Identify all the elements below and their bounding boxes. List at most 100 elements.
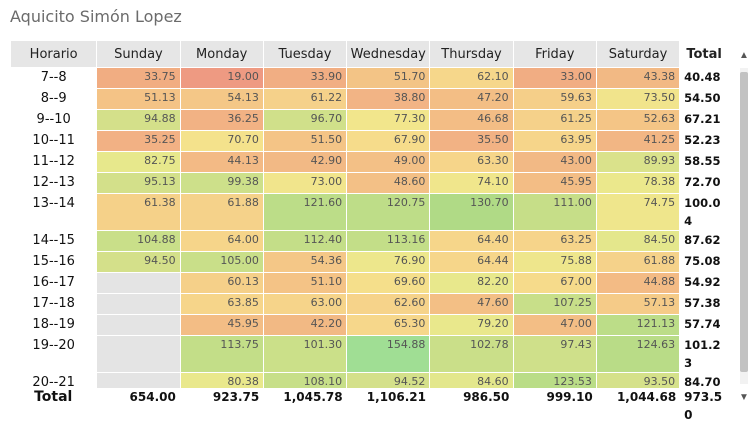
value-cell[interactable]: 82.75 bbox=[96, 151, 181, 173]
value-cell[interactable]: 107.25 bbox=[512, 293, 597, 315]
scroll-thumb[interactable] bbox=[740, 72, 748, 372]
value-cell[interactable]: 89.93 bbox=[595, 151, 681, 173]
column-header-total[interactable]: Total bbox=[679, 40, 729, 68]
value-cell[interactable]: 112.40 bbox=[262, 230, 348, 252]
value-cell[interactable]: 101.30 bbox=[262, 335, 348, 373]
value-cell[interactable]: 73.00 bbox=[262, 172, 348, 194]
value-cell[interactable]: 45.95 bbox=[512, 172, 597, 194]
value-cell[interactable]: 35.50 bbox=[429, 130, 514, 152]
value-cell[interactable]: 54.36 bbox=[262, 251, 348, 273]
value-cell[interactable]: 113.75 bbox=[179, 335, 264, 373]
value-cell[interactable]: 64.00 bbox=[179, 230, 264, 252]
value-cell[interactable]: 61.22 bbox=[262, 88, 348, 110]
column-header-saturday[interactable]: Saturday bbox=[595, 40, 681, 68]
value-cell[interactable]: 97.43 bbox=[512, 335, 597, 373]
value-cell[interactable] bbox=[96, 293, 181, 315]
value-cell[interactable]: 104.88 bbox=[96, 230, 181, 252]
value-cell[interactable]: 38.80 bbox=[346, 88, 431, 110]
value-cell[interactable]: 33.75 bbox=[96, 67, 181, 89]
value-cell[interactable]: 113.16 bbox=[346, 230, 431, 252]
value-cell[interactable]: 74.75 bbox=[595, 193, 681, 231]
value-cell[interactable]: 61.88 bbox=[179, 193, 264, 231]
value-cell[interactable]: 51.50 bbox=[262, 130, 348, 152]
value-cell[interactable]: 80.38 bbox=[179, 372, 264, 388]
value-cell[interactable]: 41.25 bbox=[595, 130, 681, 152]
value-cell[interactable]: 63.85 bbox=[179, 293, 264, 315]
column-header-sunday[interactable]: Sunday bbox=[96, 40, 181, 68]
value-cell[interactable]: 60.13 bbox=[179, 272, 264, 294]
value-cell[interactable]: 44.13 bbox=[179, 151, 264, 173]
value-cell[interactable]: 102.78 bbox=[429, 335, 514, 373]
value-cell[interactable]: 70.70 bbox=[179, 130, 264, 152]
value-cell[interactable]: 130.70 bbox=[429, 193, 514, 231]
value-cell[interactable]: 45.95 bbox=[179, 314, 264, 336]
value-cell[interactable]: 120.75 bbox=[346, 193, 431, 231]
value-cell[interactable]: 65.30 bbox=[346, 314, 431, 336]
value-cell[interactable]: 63.00 bbox=[262, 293, 348, 315]
value-cell[interactable]: 78.38 bbox=[595, 172, 681, 194]
value-cell[interactable]: 43.00 bbox=[512, 151, 597, 173]
column-header-tuesday[interactable]: Tuesday bbox=[262, 40, 348, 68]
value-cell[interactable]: 75.88 bbox=[512, 251, 597, 273]
value-cell[interactable]: 42.20 bbox=[262, 314, 348, 336]
value-cell[interactable]: 63.25 bbox=[512, 230, 597, 252]
value-cell[interactable]: 64.44 bbox=[429, 251, 514, 273]
value-cell[interactable] bbox=[96, 272, 181, 294]
value-cell[interactable]: 62.60 bbox=[346, 293, 431, 315]
value-cell[interactable]: 154.88 bbox=[346, 335, 431, 373]
value-cell[interactable]: 59.63 bbox=[512, 88, 597, 110]
column-header-wednesday[interactable]: Wednesday bbox=[346, 40, 431, 68]
value-cell[interactable] bbox=[96, 372, 181, 388]
value-cell[interactable]: 76.90 bbox=[346, 251, 431, 273]
value-cell[interactable]: 44.88 bbox=[595, 272, 681, 294]
value-cell[interactable]: 94.52 bbox=[346, 372, 431, 388]
column-header-friday[interactable]: Friday bbox=[512, 40, 597, 68]
value-cell[interactable]: 33.90 bbox=[262, 67, 348, 89]
value-cell[interactable]: 94.88 bbox=[96, 109, 181, 131]
value-cell[interactable]: 54.13 bbox=[179, 88, 264, 110]
value-cell[interactable]: 95.13 bbox=[96, 172, 181, 194]
value-cell[interactable]: 67.90 bbox=[346, 130, 431, 152]
value-cell[interactable]: 108.10 bbox=[262, 372, 348, 388]
value-cell[interactable]: 67.00 bbox=[512, 272, 597, 294]
matrix-table-viewport[interactable]: Horario Sunday Monday Tuesday Wednesday … bbox=[10, 40, 734, 388]
value-cell[interactable]: 51.70 bbox=[346, 67, 431, 89]
value-cell[interactable]: 99.38 bbox=[179, 172, 264, 194]
value-cell[interactable]: 62.10 bbox=[429, 67, 514, 89]
value-cell[interactable]: 73.50 bbox=[595, 88, 681, 110]
value-cell[interactable]: 19.00 bbox=[179, 67, 264, 89]
value-cell[interactable]: 52.63 bbox=[595, 109, 681, 131]
value-cell[interactable]: 51.10 bbox=[262, 272, 348, 294]
value-cell[interactable]: 49.00 bbox=[346, 151, 431, 173]
column-header-thursday[interactable]: Thursday bbox=[429, 40, 514, 68]
value-cell[interactable]: 74.10 bbox=[429, 172, 514, 194]
value-cell[interactable]: 33.00 bbox=[512, 67, 597, 89]
value-cell[interactable]: 124.63 bbox=[595, 335, 681, 373]
column-header-monday[interactable]: Monday bbox=[179, 40, 264, 68]
value-cell[interactable]: 47.60 bbox=[429, 293, 514, 315]
value-cell[interactable]: 51.13 bbox=[96, 88, 181, 110]
scroll-down-icon[interactable]: ▼ bbox=[739, 392, 749, 403]
value-cell[interactable]: 63.30 bbox=[429, 151, 514, 173]
value-cell[interactable]: 36.25 bbox=[179, 109, 264, 131]
value-cell[interactable]: 61.88 bbox=[595, 251, 681, 273]
value-cell[interactable]: 47.20 bbox=[429, 88, 514, 110]
value-cell[interactable]: 63.95 bbox=[512, 130, 597, 152]
value-cell[interactable]: 48.60 bbox=[346, 172, 431, 194]
value-cell[interactable]: 84.60 bbox=[429, 372, 514, 388]
value-cell[interactable]: 77.30 bbox=[346, 109, 431, 131]
value-cell[interactable]: 61.38 bbox=[96, 193, 181, 231]
scroll-up-icon[interactable]: ▲ bbox=[739, 50, 749, 61]
value-cell[interactable]: 79.20 bbox=[429, 314, 514, 336]
value-cell[interactable]: 111.00 bbox=[512, 193, 597, 231]
value-cell[interactable]: 121.60 bbox=[262, 193, 348, 231]
value-cell[interactable]: 121.13 bbox=[595, 314, 681, 336]
value-cell[interactable]: 69.60 bbox=[346, 272, 431, 294]
value-cell[interactable]: 43.38 bbox=[595, 67, 681, 89]
value-cell[interactable] bbox=[96, 335, 181, 373]
value-cell[interactable]: 93.50 bbox=[595, 372, 681, 388]
value-cell[interactable]: 46.68 bbox=[429, 109, 514, 131]
value-cell[interactable]: 94.50 bbox=[96, 251, 181, 273]
value-cell[interactable]: 35.25 bbox=[96, 130, 181, 152]
value-cell[interactable] bbox=[96, 314, 181, 336]
